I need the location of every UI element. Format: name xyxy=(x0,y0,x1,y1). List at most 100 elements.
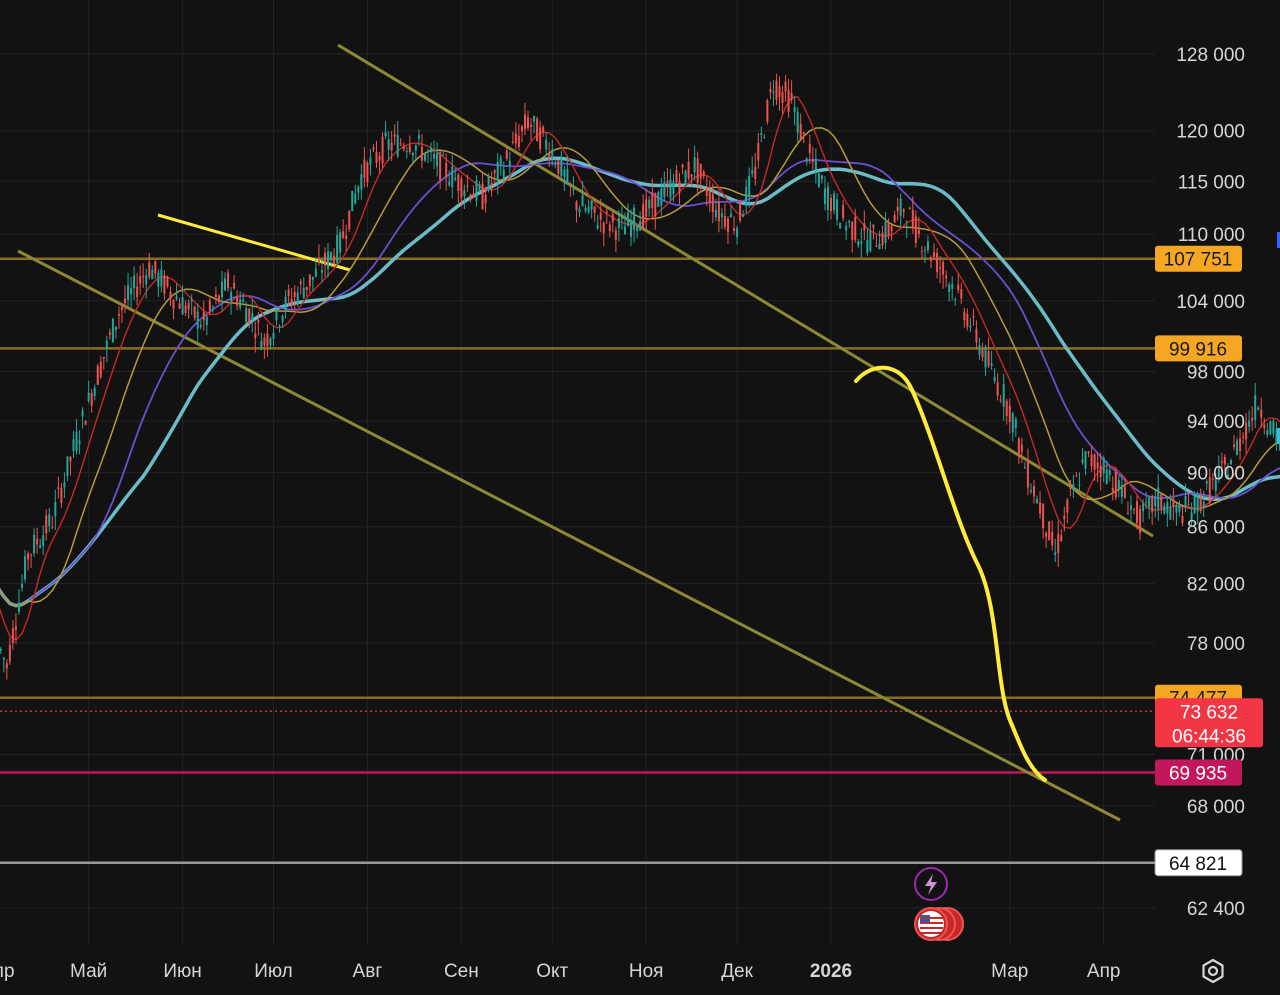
candle xyxy=(911,196,914,234)
ma-yellow-line xyxy=(0,127,1280,607)
candle xyxy=(327,243,330,278)
candle xyxy=(826,182,829,221)
candle xyxy=(860,227,863,258)
candle xyxy=(8,637,11,665)
candle xyxy=(345,224,348,252)
candle xyxy=(772,80,775,107)
candle xyxy=(124,285,127,313)
ma-purple-line xyxy=(0,158,1280,607)
candle xyxy=(811,146,814,170)
candle xyxy=(142,263,145,288)
candle xyxy=(726,216,729,244)
annotations xyxy=(854,365,1047,782)
y-axis[interactable]: 128 000 120 000 115 000 110 000 104 000 98 00… xyxy=(1176,45,1245,920)
candle xyxy=(1033,479,1036,504)
candle xyxy=(1202,490,1205,517)
candle xyxy=(520,124,523,143)
candle xyxy=(1120,473,1123,504)
candle xyxy=(1251,406,1254,431)
candle xyxy=(678,172,681,205)
candle xyxy=(633,204,636,243)
candle xyxy=(417,129,420,146)
candle xyxy=(1066,497,1069,524)
candle xyxy=(378,151,381,174)
x-tick-label: 2026 xyxy=(810,961,852,982)
candle xyxy=(527,111,529,131)
candle xyxy=(657,190,660,207)
candle xyxy=(363,147,366,188)
x-tick-label: Авг xyxy=(353,961,383,982)
candle xyxy=(542,125,545,137)
candle xyxy=(114,326,117,339)
candle xyxy=(208,295,211,316)
candle xyxy=(0,647,2,655)
candle xyxy=(163,270,166,300)
candle xyxy=(1169,494,1172,520)
candle xyxy=(711,183,714,224)
lightning-icon[interactable] xyxy=(914,867,948,901)
projection-curve[interactable] xyxy=(854,365,1047,782)
candle xyxy=(184,300,187,317)
candle xyxy=(81,407,84,429)
short-trendline[interactable] xyxy=(157,213,351,272)
candle xyxy=(808,134,811,164)
candle xyxy=(1102,455,1105,483)
candle xyxy=(951,276,954,301)
candle xyxy=(972,308,975,326)
gear-icon[interactable] xyxy=(1199,957,1227,985)
candle xyxy=(787,78,790,118)
candle xyxy=(545,132,548,157)
candle xyxy=(1229,458,1232,465)
candle xyxy=(760,126,763,143)
candle xyxy=(381,132,384,169)
candle xyxy=(160,260,163,293)
candle xyxy=(248,307,251,329)
candle xyxy=(127,272,130,306)
candle xyxy=(439,150,442,190)
candle xyxy=(190,294,193,315)
ma-red-line xyxy=(0,96,1280,641)
candle xyxy=(954,297,957,306)
candle xyxy=(1139,504,1142,540)
y-tick-label: 62 400 xyxy=(1187,899,1245,920)
current-price-badge xyxy=(1155,698,1263,748)
event-markers[interactable] xyxy=(914,867,964,941)
candle xyxy=(181,285,184,315)
candle xyxy=(475,175,478,207)
candle xyxy=(1099,452,1102,491)
candle xyxy=(236,290,239,311)
candle xyxy=(227,269,230,292)
candle xyxy=(654,192,657,230)
candle xyxy=(854,208,857,243)
lower-channel-line[interactable] xyxy=(17,249,1121,822)
candle xyxy=(981,342,984,362)
candle xyxy=(478,181,481,193)
x-tick-label: Ноя xyxy=(629,961,664,982)
candle xyxy=(802,131,805,144)
upper-channel-line[interactable] xyxy=(337,43,1154,538)
y-tick-label: 115 000 xyxy=(1178,172,1245,193)
candle xyxy=(839,222,842,229)
candle xyxy=(33,528,36,557)
candle xyxy=(1187,492,1190,507)
price-badge xyxy=(1155,759,1242,786)
candle xyxy=(1108,466,1111,482)
candle xyxy=(199,320,202,330)
candle xyxy=(357,185,360,200)
candle xyxy=(220,270,223,311)
candle xyxy=(745,179,748,214)
candle xyxy=(72,430,75,458)
candle xyxy=(1239,429,1242,460)
candle xyxy=(639,211,642,232)
candle xyxy=(463,184,466,210)
candle xyxy=(1181,506,1184,527)
candle xyxy=(714,198,717,222)
candle xyxy=(408,135,411,155)
candle xyxy=(1220,452,1223,477)
candle xyxy=(790,80,793,104)
candle xyxy=(102,356,105,370)
us-flag-icon[interactable] xyxy=(914,907,964,941)
candle xyxy=(1129,495,1132,523)
x-axis[interactable]: Апр Май Июн Июл Авг Сен Окт Ноя Дек 2026 Мар Апр xyxy=(0,961,1120,982)
